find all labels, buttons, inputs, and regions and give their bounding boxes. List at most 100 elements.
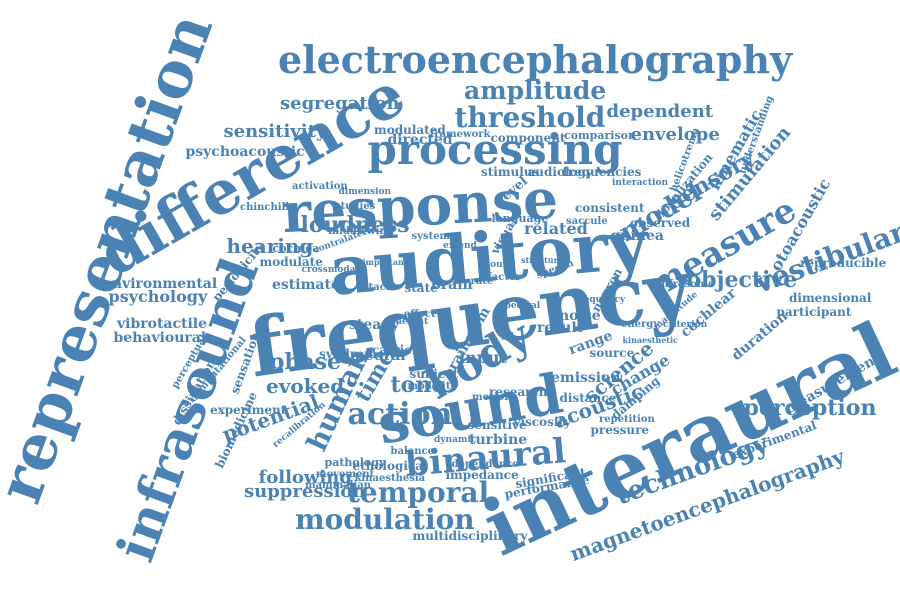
cloud-word-64: component [490, 131, 566, 145]
cloud-word-75: reproducible [800, 256, 887, 270]
cloud-word-118: state [404, 281, 438, 295]
cloud-word-98: research [489, 385, 548, 399]
cloud-word-119: brain [431, 277, 473, 293]
cloud-word-35: dependent [606, 101, 714, 122]
cloud-word-145: sound [485, 259, 516, 270]
cloud-word-70: language [491, 211, 549, 225]
cloud-word-45: related [524, 219, 588, 238]
cloud-word-63: frequencies [562, 165, 642, 179]
cloud-word-66: framework [430, 129, 491, 140]
cloud-word-90: mammalian [305, 480, 372, 491]
cloud-word-141: crossmodal [301, 264, 359, 275]
cloud-word-95: pressure [590, 423, 650, 437]
cloud-word-148: important [362, 257, 408, 267]
cloud-word-76: dimensional [789, 291, 872, 305]
cloud-word-92: ethological [352, 459, 428, 473]
cloud-word-46: input [459, 348, 507, 367]
cloud-word-14: amplitude [464, 75, 607, 105]
cloud-word-102: carrier [372, 343, 419, 357]
cloud-word-134: interaction [612, 177, 669, 188]
cloud-word-129: studies [335, 201, 376, 212]
cloud-word-58: chinchilla [240, 202, 296, 213]
cloud-word-34: sensitivity [223, 121, 327, 142]
cloud-word-60: modulated [374, 123, 446, 137]
cloud-word-77: participant [776, 305, 852, 319]
cloud-word-116: result [537, 320, 584, 336]
cloud-word-72: guinea [610, 228, 664, 244]
cloud-word-55: behavioural [113, 330, 207, 346]
cloud-word-139: effect [404, 309, 436, 320]
cloud-word-9: processing [367, 125, 623, 174]
cloud-word-99: subject [409, 367, 459, 381]
cloud-word-117: steady [349, 317, 400, 333]
cloud-word-49: emission [551, 370, 621, 386]
cloud-word-32: hearing [226, 234, 314, 258]
cloud-word-128: system [411, 231, 451, 242]
cloud-word-20: action [347, 397, 453, 432]
cloud-word-105: modulate [259, 255, 323, 269]
cloud-word-96: repetition [599, 414, 655, 425]
cloud-word-62: audiology [527, 165, 593, 179]
cloud-word-130: dimension [338, 186, 392, 197]
cloud-word-103: syndrome [319, 347, 385, 361]
cloud-word-65: comparison [564, 128, 636, 142]
cloud-word-104: estimate [272, 277, 340, 293]
cloud-word-121: factor [487, 272, 521, 283]
cloud-word-97: viscosity [513, 415, 571, 429]
cloud-word-71: saccule [566, 216, 608, 227]
cloud-word-59: directed [387, 132, 453, 148]
cloud-word-143: dynamic [434, 434, 477, 445]
cloud-word-93: balance [390, 446, 434, 457]
cloud-word-135: extend [443, 240, 477, 251]
cloud-word-13: threshold [454, 101, 606, 134]
cloud-word-27: tone [390, 372, 446, 398]
cloud-word-51: noise [559, 308, 601, 324]
cloud-word-106: cochlea [272, 241, 320, 255]
cloud-word-131: activation [292, 181, 348, 192]
cloud-word-22: loudness [300, 212, 410, 238]
cloud-word-144: frequency [575, 294, 626, 305]
cloud-word-31: evoked [266, 374, 345, 398]
cloud-word-94: distance [559, 391, 617, 405]
cloud-word-43: suppression [244, 481, 366, 502]
cloud-word-52: psychology [108, 287, 208, 306]
cloud-word-56: psychoacoustic [185, 144, 305, 160]
cloud-word-125: infrasonic [657, 279, 715, 290]
cloud-word-8: electroencephalography [278, 37, 793, 82]
cloud-word-88: pathology [324, 455, 386, 469]
cloud-word-132: energy [621, 319, 660, 330]
cloud-word-108: experiment [210, 403, 287, 417]
cloud-word-74: consistent [575, 201, 645, 215]
cloud-word-86: turbine [469, 432, 528, 448]
cloud-word-127: middlewind [328, 226, 394, 237]
cloud-word-149: kinaesthetic [622, 335, 678, 345]
cloud-word-146: spectral [499, 300, 541, 311]
cloud-word-85: dependence [451, 459, 519, 470]
cloud-word-25: objective [686, 267, 798, 293]
cloud-word-84: impedance [445, 468, 519, 482]
cloud-word-81: multidisciplinary [412, 529, 528, 543]
cloud-word-15: modulation [295, 503, 475, 536]
cloud-word-61: stimulus [481, 165, 540, 179]
cloud-word-33: segregation [280, 93, 400, 114]
cloud-word-100: modality [407, 381, 457, 392]
cloud-word-126: attack [357, 282, 393, 293]
cloud-word-36: envelope [630, 124, 720, 145]
cloud-word-44: following [258, 467, 352, 488]
cloud-word-28: phase [269, 349, 342, 375]
cloud-word-115: source [589, 346, 635, 360]
cloud-word-120: rate [470, 276, 494, 287]
cloud-word-53: environmental [103, 276, 218, 292]
cloud-word-26: perception [743, 395, 877, 421]
cloud-word-147: structure [521, 255, 563, 265]
cloud-word-16: temporal [347, 476, 490, 509]
cloud-word-89: movement [316, 469, 375, 480]
cloud-word-87: sensitive [467, 418, 527, 432]
cloud-word-140: height [395, 316, 429, 327]
cloud-word-138: criterion [663, 319, 708, 330]
cloud-word-91: kinaesthesia [354, 473, 426, 484]
cloud-word-73: observed [630, 216, 691, 230]
cloud-word-101: motion [472, 392, 512, 403]
cloud-word-48: neural [354, 348, 406, 364]
